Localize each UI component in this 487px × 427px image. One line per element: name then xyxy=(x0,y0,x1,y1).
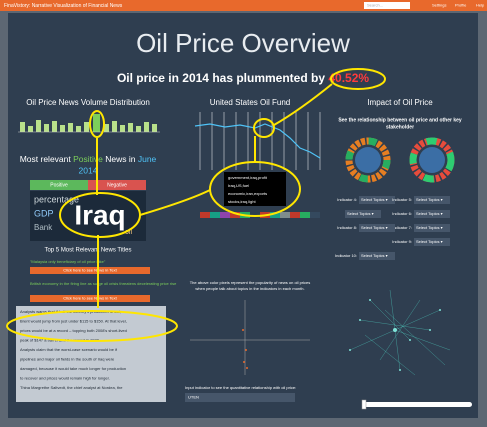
article-line: Analysts claim that the worst-case scena… xyxy=(20,347,118,352)
indicator-label: Indicator 9: xyxy=(392,239,412,244)
nav-link[interactable]: Help xyxy=(476,3,485,8)
indicators: Indicator 4: Select Topics ▾ Indicator 5: S… xyxy=(335,196,450,260)
article-line: Brent would jump from just under $115 to… xyxy=(20,319,127,324)
heading-month: June xyxy=(138,154,157,164)
news-heading: Most relevant Positive News in June xyxy=(20,154,157,164)
select-box[interactable] xyxy=(414,196,450,204)
indicator-label: Indicator 4: xyxy=(337,197,357,202)
search-box[interactable] xyxy=(364,2,410,9)
subtitle-highlight: 40.52% xyxy=(328,71,369,85)
select-label: Select Topics ▾ xyxy=(361,253,388,258)
top-titles-heading: Top 5 Most Relevant News Titles xyxy=(44,248,131,254)
heading-sentiment: Positive xyxy=(73,154,103,164)
heading-part: News in xyxy=(103,154,138,164)
button-label: Negative xyxy=(107,182,127,188)
news-button[interactable] xyxy=(30,295,150,302)
select-box[interactable] xyxy=(414,224,450,232)
cloud-word: GDP xyxy=(34,208,54,218)
annotations xyxy=(6,68,386,342)
slider-handle[interactable] xyxy=(361,399,367,410)
article-line: Thina Margrethe Saltvedt, the chief anal… xyxy=(20,385,123,390)
tooltip-line: Iraq,US,fuel xyxy=(228,183,249,188)
right-subtitle: See the relationship between oil price a… xyxy=(338,117,462,123)
tooltip-line: stocks,iraq,light xyxy=(228,199,256,204)
tooltip-line: government,iraq,profit xyxy=(228,175,268,180)
input-value: UTEN xyxy=(188,395,199,400)
indicator-label: Indicator 10: xyxy=(335,253,357,258)
cloud-word: Bank xyxy=(34,223,53,232)
donut-center xyxy=(419,147,445,173)
select-box[interactable] xyxy=(359,252,395,260)
select-box[interactable] xyxy=(414,238,450,246)
news-title[interactable]: "Malaysia only beneficiary of oil price … xyxy=(30,259,106,264)
volume-bars xyxy=(20,114,157,132)
search-placeholder: Search... xyxy=(367,3,383,8)
news-button[interactable] xyxy=(30,267,150,274)
select-box[interactable] xyxy=(359,196,395,204)
news-button-label: Click here to see News in Text xyxy=(63,296,117,301)
pixels-note: The above color pixels represent the pop… xyxy=(190,280,311,285)
scatter-points xyxy=(242,329,248,369)
fund-line xyxy=(194,123,321,159)
negative-button[interactable] xyxy=(88,180,146,190)
section-title: United States Oil Fund xyxy=(210,98,290,107)
heading-part: Most relevant xyxy=(20,154,73,164)
subtitle: Oil price in 2014 has plummented by 40.5… xyxy=(117,71,369,85)
positive-button[interactable] xyxy=(30,180,88,190)
cloud-word: oil xyxy=(125,229,132,236)
article-line: pipelines and major oil fields in the so… xyxy=(20,357,115,362)
button-label: Positive xyxy=(50,182,68,188)
donut xyxy=(345,137,391,183)
select-box[interactable] xyxy=(345,210,381,218)
article-line: damaged, because it would take much long… xyxy=(20,366,126,371)
select-label: Select Topics ▾ xyxy=(416,211,443,216)
network-nodes xyxy=(349,299,441,371)
nav-link[interactable]: Settings xyxy=(432,3,446,8)
article-line: to recover and prices would remain high … xyxy=(20,376,110,381)
tooltip xyxy=(224,172,286,206)
indicator-label: Indicator 6: xyxy=(392,211,412,216)
slider-track[interactable] xyxy=(362,402,472,407)
select-label: Select Topics ▾ xyxy=(361,197,388,202)
cloud-word-main: Iraq xyxy=(74,199,125,230)
indicator-label: Indicator 5: xyxy=(392,197,412,202)
article-line: prices would be at a record – topping bo… xyxy=(20,328,127,333)
top-bar xyxy=(0,0,487,11)
select-box[interactable] xyxy=(414,210,450,218)
select-label: Select Topics ▾ xyxy=(416,239,443,244)
pixels-note: when people talk about topics in the ind… xyxy=(195,286,304,291)
input-label: Input indicator to see the quantitative … xyxy=(185,385,296,390)
select-label: Select Topics ▾ xyxy=(416,225,443,230)
indicator-label: Indicator 8: xyxy=(337,225,357,230)
select-label: Select Topics ▾ xyxy=(416,197,443,202)
brand: FinaVistory: Narrative Visualization of … xyxy=(4,3,123,9)
donut xyxy=(409,137,455,183)
fund-grid xyxy=(199,112,321,170)
news-title[interactable]: British economy in the firing line as su… xyxy=(30,281,177,286)
donut-center xyxy=(355,147,381,173)
section-title: Oil Price News Volume Distribution xyxy=(26,98,150,107)
right-subtitle: stakeholder xyxy=(386,124,414,130)
select-label: Select Topics ▾ xyxy=(361,225,388,230)
article-box xyxy=(16,306,166,402)
cloud-word: percentage xyxy=(34,194,79,204)
tooltip-line: economic,iran,exports xyxy=(228,191,267,196)
heading-year: 2014 xyxy=(79,165,98,175)
indicator-label: Indicator 7: xyxy=(392,225,412,230)
select-label: Select Topics ▾ xyxy=(347,211,374,216)
page-title: Oil Price Overview xyxy=(136,28,350,58)
news-button-label: Click here to see News in Text xyxy=(63,268,117,273)
input-box[interactable] xyxy=(185,393,295,402)
select-box[interactable] xyxy=(359,224,395,232)
section-title: Impact of Oil Price xyxy=(367,98,433,107)
subtitle-text: Oil price in 2014 has plummented by xyxy=(117,71,328,85)
nav-link[interactable]: Profile xyxy=(455,3,467,8)
